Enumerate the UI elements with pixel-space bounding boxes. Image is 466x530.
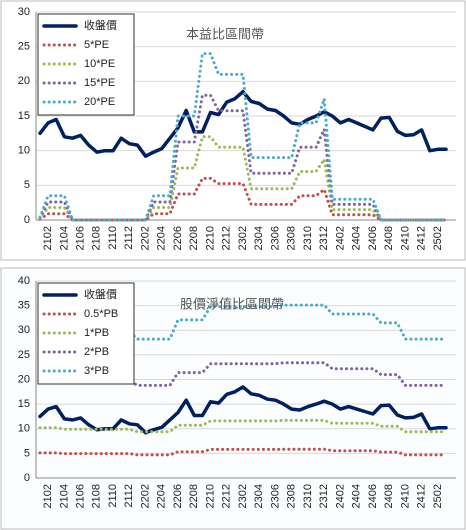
y-tick-label: 0	[24, 214, 30, 226]
x-tick-label: 2302	[237, 484, 249, 508]
x-tick-label: 2304	[253, 226, 265, 250]
x-tick-label: 2310	[302, 226, 314, 250]
legend-label: 20*PE	[84, 96, 115, 108]
x-tick-label: 2402	[334, 484, 346, 508]
x-tick-label: 2502	[432, 484, 444, 508]
x-tick-label: 2310	[302, 484, 314, 508]
series-line	[38, 89, 448, 158]
x-tick-label: 2208	[188, 484, 200, 508]
x-tick-label: 2306	[269, 226, 281, 250]
x-tick-label: 2202	[139, 226, 151, 250]
x-tick-label: 2110	[107, 226, 119, 250]
legend-label: 5*PE	[84, 39, 109, 51]
legend-label: 3*PB	[84, 365, 109, 377]
legend-label: 10*PE	[84, 58, 115, 70]
legend-label: 收盤價	[84, 18, 117, 32]
x-tick-label: 2202	[139, 484, 151, 508]
x-tick-label: 2204	[156, 226, 168, 250]
legend-label: 2*PB	[84, 346, 109, 358]
x-tick-label: 2204	[156, 484, 168, 508]
x-tick-label: 2102	[42, 484, 54, 508]
x-tick-label: 2408	[383, 484, 395, 508]
x-tick-label: 2410	[399, 484, 411, 508]
y-tick-label: 15	[18, 398, 30, 410]
x-tick-label: 2102	[42, 226, 54, 250]
legend-label: 15*PE	[84, 77, 115, 89]
x-tick-label: 2106	[75, 484, 87, 508]
x-tick-label: 2302	[237, 226, 249, 250]
series-line	[38, 447, 448, 457]
x-tick-label: 2404	[351, 226, 363, 250]
x-tick-label: 2206	[172, 484, 184, 508]
y-tick-label: 5	[24, 447, 30, 459]
x-tick-label: 2308	[286, 484, 298, 508]
x-tick-label: 2212	[221, 484, 233, 508]
x-tick-label: 2404	[351, 484, 363, 508]
x-tick-label: 2406	[367, 226, 379, 250]
x-tick-label: 2208	[188, 226, 200, 250]
x-tick-label: 2112	[123, 226, 135, 250]
x-tick-label: 2108	[91, 484, 103, 508]
y-tick-label: 30	[18, 6, 30, 18]
x-tick-label: 2312	[318, 226, 330, 250]
x-tick-label: 2206	[172, 226, 184, 250]
series-line	[38, 135, 448, 222]
x-tick-label: 2410	[399, 226, 411, 250]
y-tick-label: 35	[18, 300, 30, 312]
y-tick-label: 20	[18, 75, 30, 87]
y-tick-label: 40	[18, 275, 30, 287]
x-tick-label: 2308	[286, 226, 298, 250]
chart-title: 股價淨值比區間帶	[180, 296, 284, 311]
x-tick-label: 2106	[75, 226, 87, 250]
chart-title: 本益比區間帶	[186, 26, 264, 41]
x-tick-label: 2412	[416, 226, 428, 250]
series-line	[38, 418, 448, 434]
y-tick-label: 5	[24, 179, 30, 191]
y-tick-label: 0	[24, 472, 30, 484]
y-tick-label: 10	[18, 145, 30, 157]
x-tick-label: 2412	[416, 484, 428, 508]
x-tick-label: 2110	[107, 484, 119, 508]
y-tick-label: 15	[18, 110, 30, 122]
y-tick-label: 20	[18, 373, 30, 385]
x-tick-label: 2406	[367, 484, 379, 508]
x-tick-label: 2402	[334, 226, 346, 250]
x-tick-label: 2212	[221, 226, 233, 250]
x-tick-label: 2210	[204, 226, 216, 250]
x-tick-label: 2112	[123, 484, 135, 508]
y-tick-label: 30	[18, 324, 30, 336]
x-tick-label: 2306	[269, 484, 281, 508]
x-tick-label: 2312	[318, 484, 330, 508]
series-line	[38, 52, 448, 222]
legend-box	[37, 282, 135, 385]
legend-label: 收盤價	[84, 287, 117, 301]
x-tick-label: 2104	[58, 226, 70, 250]
y-tick-label: 25	[18, 41, 30, 53]
x-tick-label: 2304	[253, 484, 265, 508]
legend-label: 0.5*PB	[84, 308, 118, 320]
x-tick-label: 2502	[432, 226, 444, 250]
x-tick-label: 2104	[58, 484, 70, 508]
legend-label: 1*PB	[84, 327, 109, 339]
x-tick-label: 2210	[204, 484, 216, 508]
y-tick-label: 25	[18, 349, 30, 361]
x-tick-label: 2108	[91, 226, 103, 250]
y-tick-label: 10	[18, 423, 30, 435]
x-tick-label: 2408	[383, 226, 395, 250]
